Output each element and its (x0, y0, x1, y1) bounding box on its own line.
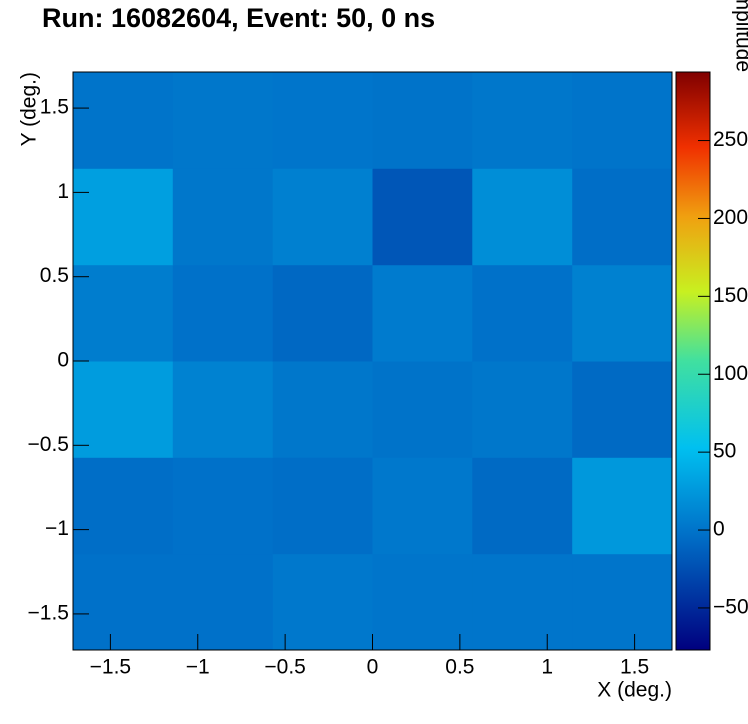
heatmap-cell (572, 361, 673, 458)
heatmap-cell (172, 457, 274, 555)
x-tick-label: −0.5 (264, 656, 305, 679)
heatmap-cell (172, 361, 274, 458)
heatmap-cell (372, 361, 473, 458)
colorbar-tick-label: 200 (713, 206, 748, 229)
colorbar-tick-label: 150 (713, 284, 748, 307)
x-tick-label: 1 (541, 656, 553, 679)
y-tick-label: −1 (45, 517, 69, 540)
y-tick-label: −0.5 (28, 433, 69, 456)
heatmap-cell (172, 168, 274, 266)
colorbar (675, 71, 711, 651)
heatmap-cell (272, 457, 373, 555)
heatmap-cell (372, 72, 473, 169)
heatmap-cell (73, 361, 174, 458)
y-tick-label: 0.5 (40, 264, 69, 287)
heatmap-cell (372, 553, 473, 651)
heatmap-cell (172, 264, 274, 362)
colorbar-tick-label: 50 (713, 440, 736, 463)
y-tick-label: 0 (57, 349, 69, 372)
y-tick-label: 1.5 (40, 96, 69, 119)
heatmap-cell (73, 553, 174, 651)
heatmap-cell (572, 457, 673, 555)
heatmap-cell (73, 264, 174, 362)
heatmap-cell (572, 72, 673, 169)
heatmap-cell (572, 264, 673, 362)
heatmap-cell (572, 168, 673, 266)
heatmap-cell (272, 168, 373, 266)
x-axis-title: X (deg.) (597, 679, 672, 702)
heatmap-cell (472, 361, 573, 458)
colorbar-tick-label: 250 (713, 128, 748, 151)
heatmap-cell (272, 72, 373, 169)
heatmap-cell (472, 72, 573, 169)
colorbar-tick-label: 0 (713, 518, 725, 541)
heatmap-cell (472, 553, 573, 651)
y-axis-title: Y (deg.) (18, 72, 41, 146)
colorbar-title: Amplitude (731, 0, 748, 72)
heatmap-cell (572, 553, 673, 651)
x-tick-label: 1.5 (620, 656, 649, 679)
chart-title: Run: 16082604, Event: 50, 0 ns (42, 3, 435, 33)
heatmap-cell (272, 553, 373, 651)
heatmap-cell (272, 264, 373, 362)
heatmap-cell (372, 168, 473, 266)
x-tick-label: 0.5 (445, 656, 474, 679)
heatmap-cell (472, 457, 573, 555)
heatmap-cell (172, 72, 274, 169)
heatmap-cell (372, 457, 473, 555)
heatmap-cell (272, 361, 373, 458)
x-tick-label: −1 (186, 656, 210, 679)
heatmap-cell (472, 264, 573, 362)
heatmap-cell (472, 168, 573, 266)
heatmap-cell (73, 168, 174, 266)
heatmap-cell (73, 457, 174, 555)
heatmap-cell (372, 264, 473, 362)
heatmap-cell (172, 553, 274, 651)
x-tick-label: 0 (367, 656, 379, 679)
x-tick-label: −1.5 (90, 656, 131, 679)
colorbar-tick-label: 100 (713, 362, 748, 385)
y-tick-label: −1.5 (28, 601, 69, 624)
heatmap-cell (73, 72, 174, 169)
y-tick-label: 1 (57, 180, 69, 203)
colorbar-tick-label: −50 (713, 595, 748, 618)
